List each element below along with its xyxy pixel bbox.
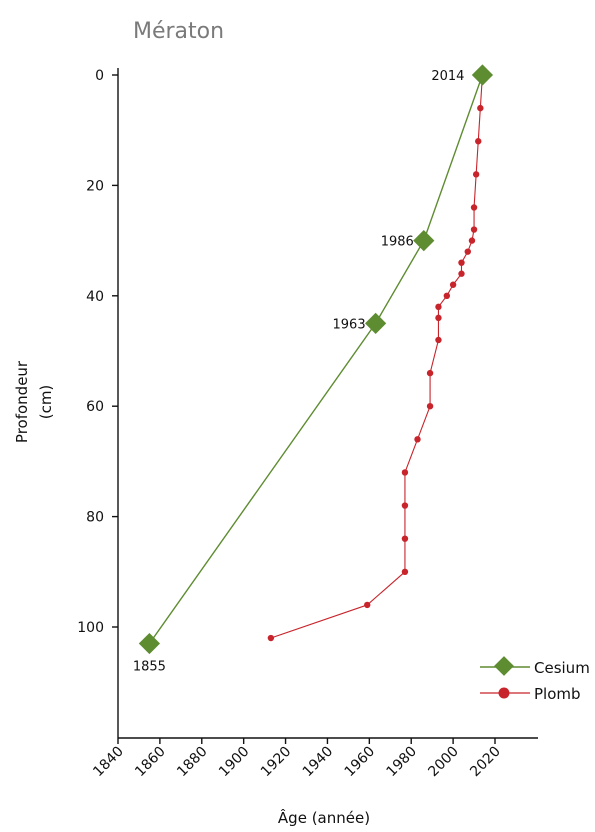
x-tick-label: 1880 — [174, 744, 211, 781]
x-tick-label: 1960 — [342, 744, 379, 781]
legend-plomb-marker — [499, 688, 510, 699]
series-cesium-point — [139, 633, 160, 654]
series-plomb-point — [402, 535, 408, 541]
series-plomb-point — [471, 204, 477, 210]
series-plomb-point — [435, 304, 441, 310]
series-cesium-point — [413, 230, 434, 251]
series-plomb-point — [465, 248, 471, 254]
x-tick-label: 1940 — [300, 744, 337, 781]
x-tick-label: 1840 — [90, 744, 127, 781]
legend-plomb-label: Plomb — [534, 685, 581, 703]
series-plomb-point — [402, 502, 408, 508]
y-axis-label-line-2: (cm) — [37, 385, 55, 420]
series-cesium-point-label: 2014 — [431, 69, 464, 84]
y-ticks: 0 20 40 60 80 100 — [77, 68, 118, 636]
x-tick-label: 1900 — [216, 744, 253, 781]
y-tick-label: 20 — [86, 178, 104, 194]
series-plomb-point — [458, 271, 464, 277]
x-tick-label: 1980 — [384, 744, 421, 781]
series-cesium-point — [365, 313, 386, 334]
series-plomb-point — [402, 569, 408, 575]
y-tick-label: 80 — [86, 510, 104, 526]
y-axis-label-line-1: Profondeur — [13, 360, 31, 443]
y-tick-label: 0 — [95, 68, 104, 84]
series-cesium-point — [472, 64, 493, 85]
series-plomb-point — [435, 337, 441, 343]
y-tick-label: 60 — [86, 399, 104, 415]
x-tick-label: 1920 — [258, 744, 295, 781]
series-plomb-point — [475, 138, 481, 144]
series-plomb-point — [435, 315, 441, 321]
series-plomb-point — [427, 403, 433, 409]
series-plomb-point — [444, 293, 450, 299]
x-tick-label: 2020 — [467, 744, 504, 781]
series-cesium-point-label: 1986 — [381, 235, 414, 250]
series-plomb-point — [458, 259, 464, 265]
y-tick-label: 40 — [86, 289, 104, 305]
series-plomb-line — [271, 75, 483, 638]
series-cesium-line — [149, 75, 482, 644]
series-cesium-point-label: 1855 — [133, 660, 166, 675]
series-layer: 2014 1986 1963 1855 — [133, 64, 493, 674]
series-plomb-point — [364, 602, 370, 608]
y-axis-title: Profondeur (cm) — [13, 360, 55, 443]
chart-title: Mératon — [133, 19, 224, 44]
series-plomb-point — [450, 282, 456, 288]
x-tick-label: 1860 — [132, 744, 169, 781]
legend: Cesium Plomb — [480, 656, 590, 703]
series-cesium-point-label: 1963 — [333, 317, 366, 332]
y-tick-label: 100 — [77, 620, 104, 636]
series-plomb-point — [427, 370, 433, 376]
legend-cesium-label: Cesium — [534, 659, 590, 677]
x-tick-label: 2000 — [425, 744, 462, 781]
series-plomb-point — [268, 635, 274, 641]
series-plomb-point — [471, 226, 477, 232]
series-plomb-point — [402, 469, 408, 475]
x-axis-label: Âge (année) — [278, 808, 370, 827]
x-ticks: 1840 1860 1880 1900 1920 1940 1960 1980 2000 2020 — [90, 738, 504, 780]
legend-cesium-marker — [494, 656, 514, 676]
series-plomb-point — [414, 436, 420, 442]
series-plomb-point — [473, 171, 479, 177]
series-plomb-point — [477, 105, 483, 111]
series-plomb-point — [469, 237, 475, 243]
